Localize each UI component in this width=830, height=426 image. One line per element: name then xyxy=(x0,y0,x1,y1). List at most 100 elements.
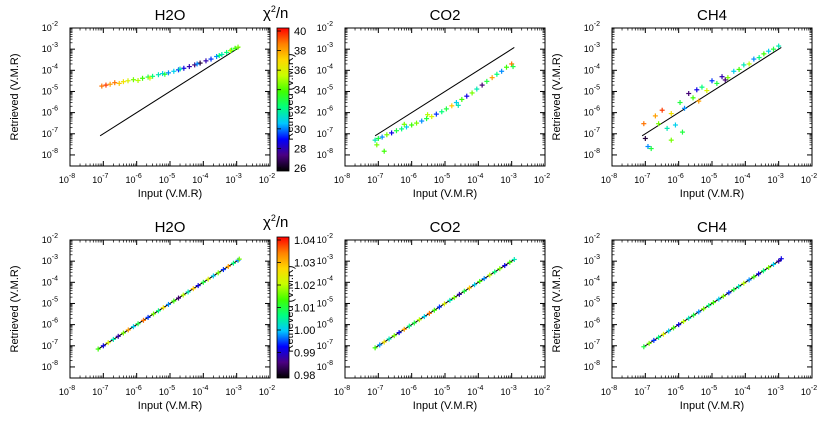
y-axis-label: Retrieved (V.M.R) xyxy=(9,265,21,352)
plot-title: CO2 xyxy=(430,7,461,24)
data-point xyxy=(401,326,407,332)
data-point xyxy=(436,304,442,310)
reference-line xyxy=(99,47,240,137)
data-point xyxy=(140,75,146,81)
data-point xyxy=(426,310,432,316)
data-point xyxy=(103,82,109,88)
data-point xyxy=(641,344,647,350)
data-point xyxy=(155,308,161,314)
data-point xyxy=(404,124,410,130)
x-tick-label: 10-4 xyxy=(192,385,208,397)
data-point xyxy=(481,276,487,282)
data-point xyxy=(659,107,665,113)
data-point xyxy=(220,267,226,273)
data-point xyxy=(502,263,508,269)
data-point xyxy=(494,71,500,77)
data-point xyxy=(116,80,122,86)
data-point xyxy=(455,102,461,108)
x-tick-label: 10-8 xyxy=(59,173,75,185)
data-point xyxy=(696,309,702,315)
data-point xyxy=(200,279,206,285)
data-point xyxy=(216,53,222,59)
y-tick-label: 10-5 xyxy=(584,296,600,308)
data-point xyxy=(195,283,201,289)
data-point xyxy=(761,51,767,57)
data-point xyxy=(177,66,183,72)
data-point xyxy=(409,122,415,128)
data-point xyxy=(150,73,156,79)
data-point xyxy=(736,284,742,290)
data-point xyxy=(391,333,397,339)
data-point xyxy=(731,287,737,293)
data-point xyxy=(479,82,485,88)
y-axis-label: Retrieved (V.M.R) xyxy=(551,53,563,140)
y-tick-label: 10-3 xyxy=(317,42,333,54)
x-tick-label: 10-8 xyxy=(334,385,350,397)
data-point xyxy=(205,276,211,282)
plot-title: H2O xyxy=(155,7,186,24)
y-tick-label: 10-5 xyxy=(42,296,58,308)
panel-ch4-row1: CH4 10-8 10-7 10-6 10-5 10-4 10-3 10-2 10-8 10-7 1… xyxy=(551,219,817,412)
data-point xyxy=(374,142,380,148)
x-tick-label: 10-8 xyxy=(59,385,75,397)
data-point xyxy=(642,135,648,141)
data-point xyxy=(656,121,662,127)
y-tick-label: 10-4 xyxy=(584,275,600,287)
data-point xyxy=(725,75,731,81)
data-point xyxy=(461,288,467,294)
x-tick-label: 10-3 xyxy=(768,173,784,185)
y-tick-label: 10-2 xyxy=(584,21,600,33)
data-point xyxy=(510,64,516,70)
data-point xyxy=(99,83,105,89)
y-tick-label: 10-4 xyxy=(42,63,58,75)
y-tick-label: 10-3 xyxy=(584,254,600,266)
x-tick-label: 10-8 xyxy=(601,385,617,397)
data-point xyxy=(185,289,191,295)
x-tick-label: 10-6 xyxy=(401,173,417,185)
y-tick-label: 10-3 xyxy=(42,254,58,266)
data-point xyxy=(393,128,399,134)
data-point xyxy=(671,325,677,331)
x-axis-label: Input (V.M.R) xyxy=(680,400,744,412)
data-point xyxy=(507,259,513,265)
colorbar-row1: 1.04 1.03 1.02 1.01 1.00 0.99 0.98 χ2/n xyxy=(263,213,315,382)
data-point xyxy=(441,301,447,307)
y-tick-label: 10-7 xyxy=(584,127,600,139)
data-point xyxy=(416,317,422,323)
data-point xyxy=(384,132,390,138)
data-point xyxy=(756,271,762,277)
data-point xyxy=(646,340,652,346)
data-point xyxy=(477,278,483,284)
y-tick-label: 10-8 xyxy=(42,148,58,160)
colorbar-tick-label: 26 xyxy=(294,163,306,175)
colorbar-tick-label: 1.03 xyxy=(294,258,315,270)
plot-frame xyxy=(611,239,813,379)
reference-line xyxy=(374,47,515,137)
data-point xyxy=(497,266,503,272)
data-point xyxy=(433,111,439,117)
colorbars: 40 38 36 34 32 30 28 26 χ2/n 1.04 1.03 1.02 1.01 1.00… xyxy=(263,4,315,382)
y-tick-label: 10-6 xyxy=(584,318,600,330)
colorbar-label: χ2/n xyxy=(263,213,288,231)
data-point xyxy=(186,64,192,70)
data-point xyxy=(125,327,131,333)
y-tick-label: 10-3 xyxy=(42,42,58,54)
data-point xyxy=(464,93,470,99)
data-point xyxy=(645,144,651,150)
x-tick-label: 10-2 xyxy=(259,385,275,397)
y-tick-label: 10-3 xyxy=(584,42,600,54)
data-point xyxy=(722,77,728,83)
plot-title: H2O xyxy=(155,219,186,236)
y-tick-label: 10-3 xyxy=(317,254,333,266)
data-point xyxy=(160,305,166,311)
x-tick-label: 10-3 xyxy=(226,385,242,397)
panel-h2o-row0: H2O 10-8 10-7 10-6 10-5 10-4 10-3 10-2 10-8 10-7 1… xyxy=(9,7,275,200)
data-point xyxy=(499,68,505,74)
colorbar-tick-label: 1.01 xyxy=(294,303,315,315)
x-tick-label: 10-4 xyxy=(467,173,483,185)
data-point xyxy=(704,88,710,94)
y-tick-label: 10-2 xyxy=(42,21,58,33)
data-point xyxy=(171,68,177,74)
y-tick-label: 10-2 xyxy=(584,233,600,245)
